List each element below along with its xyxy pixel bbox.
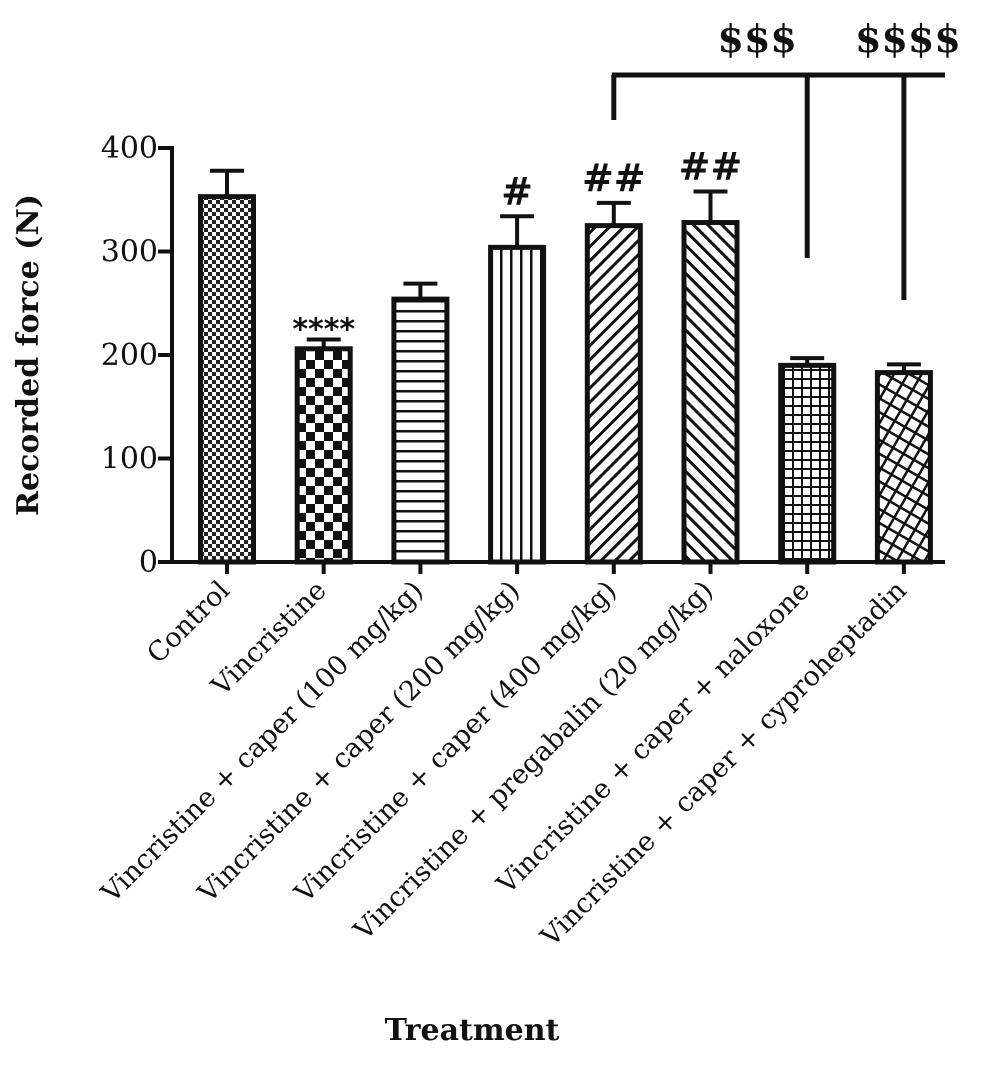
bracket-label: $$$ xyxy=(718,16,797,61)
bar-annotation: ## xyxy=(582,155,646,200)
bar-annotation: **** xyxy=(292,312,355,347)
bar xyxy=(584,223,643,565)
x-tick-label: Control xyxy=(141,575,236,670)
bar xyxy=(874,370,933,565)
bar xyxy=(488,244,547,565)
bar xyxy=(198,194,256,565)
bracket-label: $$$$ xyxy=(855,16,961,61)
x-tick-label: Vincristine + pregabalin (20 mg/kg) xyxy=(348,575,720,947)
bar xyxy=(778,362,837,565)
x-tick-label: Vincristine + caper + cyproheptadin xyxy=(534,575,912,953)
y-tick-label: 400 xyxy=(101,131,158,166)
y-tick-label: 0 xyxy=(139,545,158,580)
y-axis-title: Recorded force (N) xyxy=(11,194,46,516)
bar xyxy=(681,220,740,565)
bar xyxy=(294,346,353,565)
y-tick-label: 100 xyxy=(101,442,158,477)
bars-group xyxy=(198,168,933,565)
bar-annotation: ## xyxy=(679,143,743,188)
significance-annotations: ****# ## ##$$$ $$$$ xyxy=(292,16,960,347)
y-tick-label: 200 xyxy=(101,338,158,373)
y-tick-label: 300 xyxy=(101,235,158,270)
bar xyxy=(391,296,450,565)
x-axis-title: Treatment xyxy=(385,1013,560,1048)
bar-annotation: # xyxy=(501,168,533,213)
